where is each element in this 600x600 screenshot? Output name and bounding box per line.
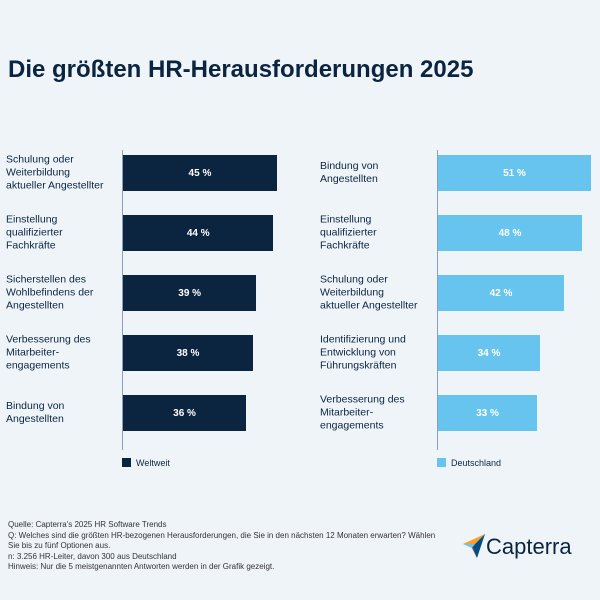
bar: 36 % bbox=[123, 395, 247, 431]
legend-label: Deutschland bbox=[451, 458, 502, 468]
category-label: Bindung von Angestellten bbox=[6, 400, 65, 425]
footnote: Quelle: Capterra's 2025 HR Software Tren… bbox=[8, 520, 167, 529]
category-label: Schulung oder Weiterbildung aktueller An… bbox=[6, 153, 104, 192]
category-label: Schulung oder Weiterbildung aktueller An… bbox=[320, 273, 418, 312]
value-label: 38 % bbox=[176, 347, 200, 359]
axis-line bbox=[437, 150, 438, 450]
bar: 38 % bbox=[123, 335, 253, 371]
category-label: Verbesserung des Mitarbeiter-engagements bbox=[6, 333, 91, 372]
bar: 34 % bbox=[438, 335, 540, 371]
footnote: Hinweis: Nur die 5 meistgenannten Antwor… bbox=[8, 562, 275, 571]
footnote: n: 3.256 HR-Leiter, davon 300 aus Deutsc… bbox=[8, 551, 177, 561]
value-label: 33 % bbox=[476, 407, 499, 419]
category-label: Sicherstellen des Wohlbefindens der Ange… bbox=[6, 273, 94, 312]
logo-icon bbox=[463, 534, 485, 558]
logo: Capterra bbox=[486, 534, 572, 559]
title: Die größten HR-Herausforderungen 2025 bbox=[8, 56, 474, 83]
value-label: 51 % bbox=[503, 167, 526, 179]
value-label: 39 % bbox=[178, 287, 202, 299]
value-label: 45 % bbox=[188, 167, 212, 179]
value-label: 48 % bbox=[498, 227, 522, 239]
category-label: Bindung von Angestellten bbox=[320, 160, 379, 185]
bar: 42 % bbox=[438, 275, 564, 311]
value-label: 34 % bbox=[477, 347, 501, 359]
bar: 44 % bbox=[123, 215, 274, 251]
category-label: Identifizierung und Entwicklung von Führ… bbox=[320, 333, 406, 372]
legend-swatch bbox=[122, 458, 131, 467]
category-label: Einstellung qualifizierter Fachkräfte bbox=[6, 213, 63, 252]
bar: 51 % bbox=[438, 155, 591, 191]
bar: 33 % bbox=[438, 395, 537, 431]
legend-swatch bbox=[437, 458, 446, 467]
bar: 48 % bbox=[438, 215, 582, 251]
value-label: 42 % bbox=[489, 287, 513, 299]
bar: 45 % bbox=[123, 155, 277, 191]
axis-line bbox=[122, 150, 123, 450]
value-label: 36 % bbox=[173, 407, 196, 419]
value-label: 44 % bbox=[186, 227, 210, 239]
footnotes: Quelle: Capterra's 2025 HR Software Tren… bbox=[8, 520, 438, 573]
legend-label: Weltweit bbox=[136, 458, 170, 468]
footnote: Q: Welches sind die größten HR-bezogenen… bbox=[8, 530, 436, 551]
category-label: Einstellung qualifizierter Fachkräfte bbox=[320, 213, 377, 252]
category-label: Verbesserung des Mitarbeiter-engagements bbox=[320, 393, 405, 432]
bar: 39 % bbox=[123, 275, 257, 311]
